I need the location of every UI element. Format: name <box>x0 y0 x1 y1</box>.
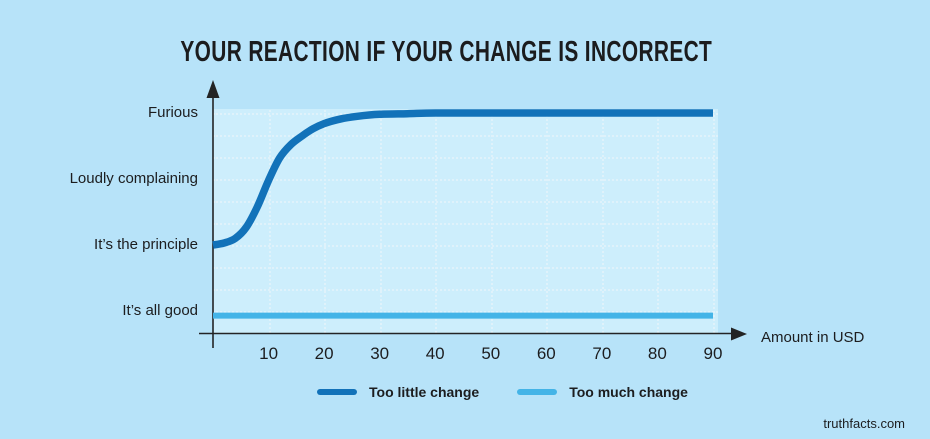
v-gridline <box>657 110 660 333</box>
h-gridline <box>213 135 718 137</box>
h-gridline <box>213 157 718 159</box>
x-axis-title: Amount in USD <box>761 329 865 346</box>
legend-label-too-much-change: Too much change <box>569 384 688 400</box>
h-gridline <box>213 267 718 269</box>
legend-swatch-too-much-change <box>517 389 558 395</box>
x-tick-label: 60 <box>536 344 556 363</box>
h-gridline <box>213 223 718 225</box>
x-tick-label: 80 <box>647 344 667 363</box>
x-tick-label: 10 <box>259 344 279 363</box>
plot-area <box>213 109 718 333</box>
y-axis-label: Loudly complaining <box>69 170 198 187</box>
legend-label-too-little-change: Too little change <box>369 384 480 400</box>
y-axis-label: It’s the principle <box>94 236 198 253</box>
x-tick-label: 20 <box>314 344 334 363</box>
chart-title: YOUR REACTION IF YOUR CHANGE IS INCORREC… <box>180 36 712 68</box>
v-gridline <box>490 110 493 333</box>
h-gridline <box>213 201 718 203</box>
v-gridline <box>713 110 715 333</box>
h-gridline <box>213 179 718 181</box>
x-tick-label: 70 <box>592 344 612 363</box>
h-gridline <box>213 289 718 291</box>
v-gridline <box>379 110 382 333</box>
y-axis-arrow-icon <box>206 80 220 98</box>
legend: Too little change Too much change <box>317 384 714 400</box>
y-axis-labels: It’s all good It’s the principle Loudly co… <box>20 0 200 439</box>
h-gridline <box>213 245 718 247</box>
x-axis-arrow-icon <box>731 327 747 341</box>
x-tick-label: 90 <box>703 344 723 363</box>
v-gridline <box>324 110 327 333</box>
h-gridline <box>213 311 718 313</box>
v-gridline <box>601 110 604 333</box>
watermark: truthfacts.com <box>823 416 905 431</box>
x-tick-label: 50 <box>481 344 501 363</box>
h-gridline <box>213 113 718 115</box>
v-gridline <box>546 110 549 333</box>
v-gridline <box>268 110 271 333</box>
y-axis-label: It’s all good <box>122 302 198 319</box>
v-gridline <box>435 110 438 333</box>
legend-swatch-too-little-change <box>317 389 357 395</box>
y-axis-label: Furious <box>147 104 198 121</box>
x-tick-label: 40 <box>425 344 445 363</box>
x-tick-label: 30 <box>370 344 390 363</box>
